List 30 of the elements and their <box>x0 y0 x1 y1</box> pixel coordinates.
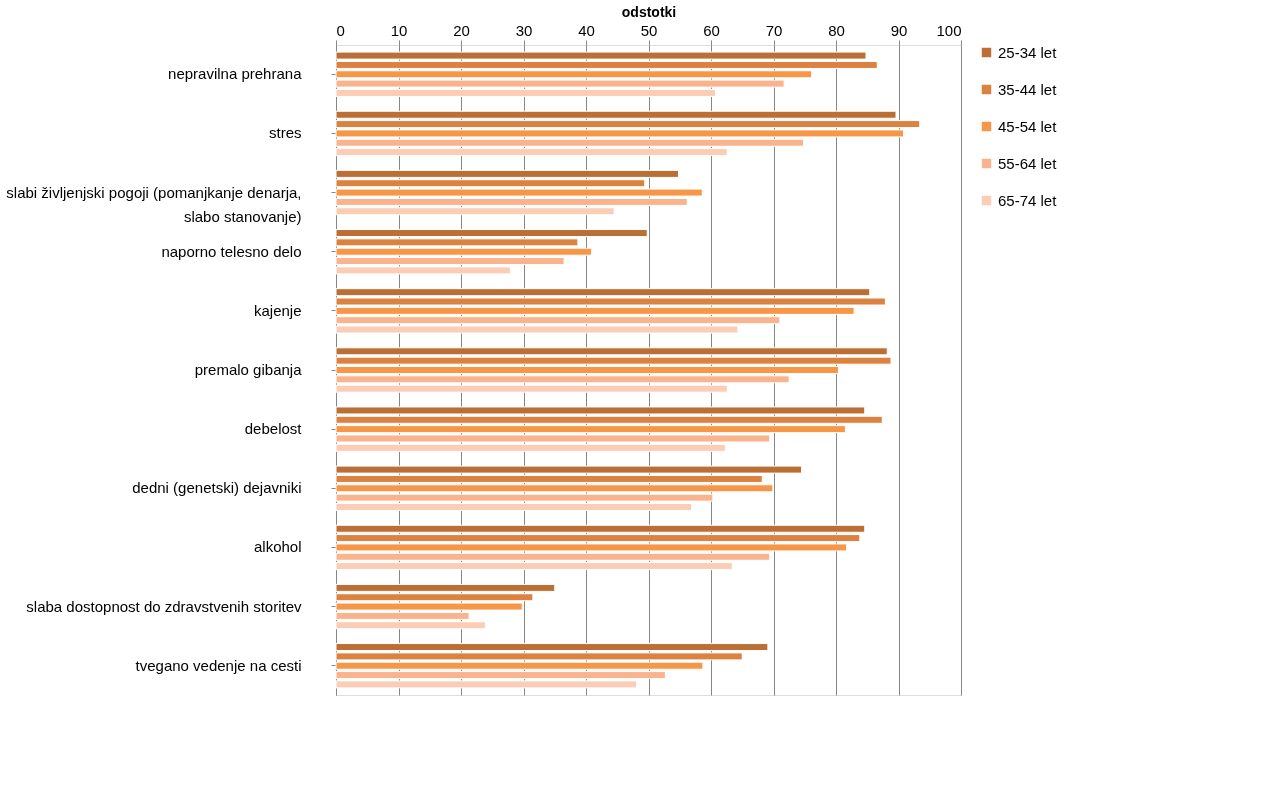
y-tick-label: tvegano vedenje na cesti <box>135 656 302 674</box>
x-tick-label: 10 <box>390 21 408 39</box>
x-tick-label: 70 <box>765 21 783 39</box>
x-tick-label: 60 <box>703 21 720 39</box>
y-tick-label: premalo gibanja <box>194 361 303 378</box>
x-tick-label: 20 <box>453 21 470 39</box>
y-tick-label: debelost <box>244 420 303 438</box>
x-tick-label: 40 <box>578 21 595 39</box>
y-tick-label: kajenje <box>253 301 302 319</box>
y-tick-label: dedni (genetski) dejavniki <box>132 479 302 497</box>
x-tick-label: 0 <box>336 21 345 39</box>
x-tick-label: 100 <box>936 21 962 39</box>
bar <box>335 347 888 356</box>
legend-label: 55-64 let <box>998 154 1058 172</box>
y-tick-label: nepravilna prehrana <box>168 65 303 83</box>
x-tick-label: 30 <box>515 21 533 39</box>
y-tick-label: stres <box>268 124 302 142</box>
legend-label: 45-54 let <box>998 117 1058 135</box>
y-tick-label: alkohol <box>253 538 302 556</box>
legend-label: 25-34 let <box>998 43 1058 61</box>
x-tick-label: 90 <box>890 21 908 39</box>
bar <box>335 384 728 393</box>
x-tick-label: 80 <box>828 21 845 39</box>
x-axis-title: odstotki <box>621 3 677 20</box>
x-tick-label: 50 <box>640 21 658 39</box>
legend-label: 65-74 let <box>998 191 1058 209</box>
y-tick-label: naporno telesno delo <box>161 242 302 260</box>
y-tick-label: slaba dostopnost do zdravstvenih storitev <box>26 597 302 615</box>
y-tick-label: slabi življenjski pogoji (pomanjkanje denarja, slabo stanovanje) <box>6 183 302 225</box>
legend-label: 35-44 let <box>998 80 1058 98</box>
